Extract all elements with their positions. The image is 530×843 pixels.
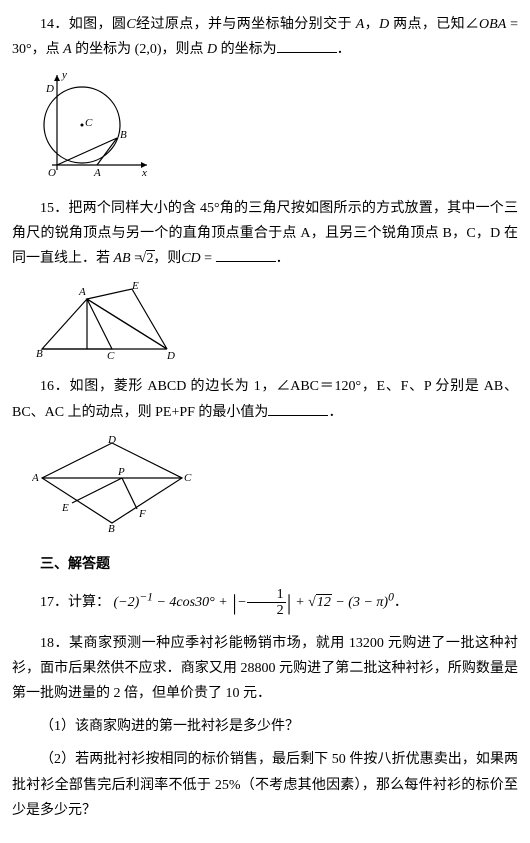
figure-16: D A C B P E F [32, 433, 518, 542]
p14-text: 14．如图，圆 [40, 17, 126, 32]
fig14-B: B [120, 129, 127, 141]
problem-18-stem: 18．某商家预测一种应季衬衫能畅销市场，就用 13200 元购进了一批这种衬衫，… [12, 631, 518, 707]
p15-cd: CD [181, 251, 200, 266]
p16-texta: 16．如图，菱形 ABCD 的边长为 1，∠ABC＝120°，E、F、P 分别是… [12, 379, 518, 419]
p15-eqblank: = [201, 251, 216, 266]
p14-C: C [126, 17, 135, 32]
figure-16-svg: D A C B P E F [32, 433, 192, 533]
fig15-B: B [36, 348, 43, 359]
p17-c: + [292, 595, 308, 610]
p17-a: (−2) [114, 595, 140, 610]
fig15-D: D [166, 350, 175, 359]
p14-OBA: OBA [479, 17, 506, 32]
figure-15-svg: A E B C D [32, 279, 182, 359]
p14-texte: 的坐标为 (2,0)，则点 [72, 42, 207, 57]
p15-ab: AB [114, 251, 131, 266]
p14-textb: 经过原点，并与两坐标轴分别交于 [136, 17, 356, 32]
fig15-E: E [131, 280, 139, 292]
p14-A2: A [63, 42, 72, 57]
p17-label: 17．计算： [40, 595, 110, 610]
p15-period: ． [276, 251, 290, 266]
fig14-O: O [48, 167, 56, 179]
p17-frac: 12 [247, 587, 286, 619]
p14-textd: 点 [46, 42, 64, 57]
p14-period: ． [337, 42, 351, 57]
figure-14: y D C B O A x [32, 70, 518, 189]
p17-exp1: −1 [139, 590, 153, 603]
figure-14-svg: y D C B O A x [32, 70, 152, 180]
p17-neg: − [237, 595, 246, 610]
figure-15: A E B C D [32, 279, 518, 368]
p15-textb: ，则 [153, 251, 181, 266]
fig16-A: A [32, 472, 39, 484]
problem-14: 14．如图，圆C经过原点，并与两坐标轴分别交于 A，D 两点，已知∠OBA = … [12, 12, 518, 62]
problem-18-q1: （1）该商家购进的第一批衬衫是多少件？ [12, 714, 518, 739]
fig14-x: x [141, 167, 147, 179]
fig14-D: D [45, 83, 54, 95]
p17-period: ． [394, 595, 408, 610]
fig16-D: D [107, 434, 116, 446]
p14-A: A [356, 17, 365, 32]
problem-16: 16．如图，菱形 ABCD 的边长为 1，∠ABC＝120°，E、F、P 分别是… [12, 374, 518, 424]
p16-blank [268, 401, 328, 416]
fig16-F: F [138, 508, 146, 520]
p17-expr: (−2)−1 − 4cos30° + |−12| + √12 − (3 − π)… [114, 595, 408, 610]
p14-blank [277, 38, 337, 53]
section-3-title: 三、解答题 [12, 552, 518, 577]
p14-D2: D [207, 42, 217, 57]
p14-comma1: ， [364, 17, 379, 32]
fig15-C: C [107, 350, 115, 359]
fig16-C: C [184, 472, 192, 484]
fig14-C: C [85, 117, 93, 129]
fig14-A: A [93, 167, 101, 179]
p17-d: − (3 − π) [332, 595, 388, 610]
p16-period: ． [328, 405, 342, 420]
p14-textf: 的坐标为 [217, 42, 277, 57]
p17-num: 1 [247, 587, 286, 603]
problem-15: 15．把两个同样大小的含 45°角的三角尺按如图所示的方式放置，其中一个三角尺的… [12, 196, 518, 272]
fig16-E: E [61, 502, 69, 514]
p14-D: D [379, 17, 389, 32]
p17-den: 2 [247, 603, 286, 618]
p15-blank [216, 247, 276, 262]
fig16-B: B [108, 523, 115, 533]
problem-18-q2: （2）若两批衬衫按相同的标价销售，最后剩下 50 件按八折优惠卖出，如果两批衬衫… [12, 747, 518, 823]
p17-b: − 4cos30° + [153, 595, 231, 610]
fig15-A: A [78, 286, 86, 298]
p14-textc: 两点，已知∠ [389, 17, 479, 32]
fig16-P: P [117, 466, 125, 478]
problem-17: 17．计算： (−2)−1 − 4cos30° + |−12| + √12 − … [12, 583, 518, 623]
fig14-y: y [61, 70, 67, 81]
